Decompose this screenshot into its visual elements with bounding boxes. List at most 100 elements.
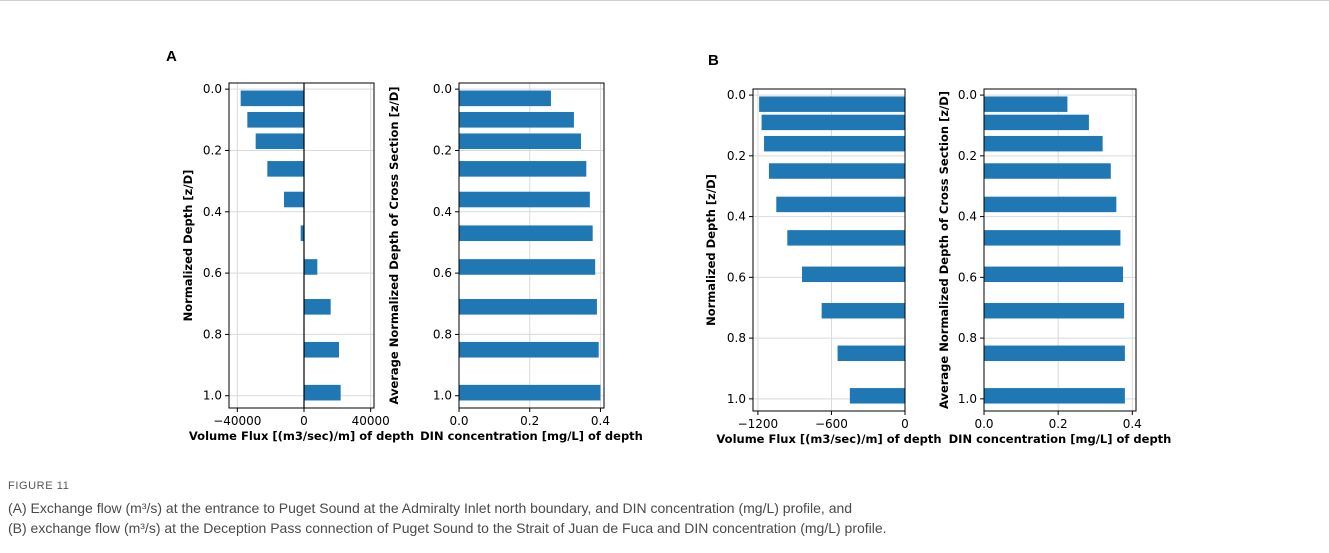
x-tick-label: 0.4: [1123, 417, 1142, 431]
x-tick-label: 0.2: [1049, 417, 1068, 431]
y-tick-label: 1.0: [727, 392, 746, 406]
y-axis-label: Average Normalized Depth of Cross Sectio…: [937, 91, 951, 409]
y-tick-label: 0.2: [727, 149, 746, 163]
y-tick-label: 1.0: [433, 389, 452, 403]
bar-10: [304, 384, 341, 401]
bar-9: [984, 345, 1125, 362]
bar-5: [459, 191, 590, 208]
plot-frame: [458, 82, 605, 409]
caption-line-a: (A) Exchange flow (m³/s) at the entrance…: [8, 500, 853, 516]
bar-8: [304, 299, 331, 315]
bar-8: [821, 303, 905, 319]
bar-5: [284, 191, 304, 208]
caption-line-b: (B) exchange flow (m³/s) at the Deceptio…: [8, 520, 887, 536]
y-tick-label: 0.6: [727, 270, 746, 284]
x-tick-label: 0.0: [974, 417, 993, 431]
bar-6: [984, 230, 1121, 246]
y-tick-label: 0.8: [727, 331, 746, 345]
y-axis-label: Normalized Depth [z/D]: [181, 170, 195, 322]
bar-7: [459, 259, 596, 275]
bar-6: [300, 225, 304, 242]
plot-frame: [228, 82, 375, 409]
bar-3: [255, 133, 304, 150]
x-tick-label: −600: [815, 417, 848, 431]
x-tick-label: 0: [300, 414, 308, 428]
bar-3: [459, 133, 582, 150]
figure-caption: FIGURE 11 (A) Exchange flow (m³/s) at th…: [8, 480, 1318, 538]
bar-4: [768, 163, 905, 179]
bar-4: [984, 163, 1111, 179]
x-axis-label: Volume Flux [(m3/sec)/m] of depth: [716, 432, 941, 446]
x-tick-label: 40000: [352, 414, 390, 428]
bar-1: [240, 90, 304, 107]
bar-2: [984, 114, 1089, 131]
bar-10: [849, 388, 905, 404]
bar-1: [984, 96, 1068, 112]
x-tick-label: 0.2: [520, 414, 539, 428]
y-tick-label: 1.0: [203, 389, 222, 403]
bar-10: [459, 384, 601, 401]
bar-9: [837, 345, 905, 362]
y-tick-label: 0.8: [433, 327, 452, 341]
y-tick-label: 1.0: [958, 392, 977, 406]
bar-2: [459, 111, 574, 128]
bar-5: [984, 196, 1117, 213]
bar-10: [984, 388, 1125, 404]
panel-label-b: B: [708, 52, 719, 69]
x-tick-label: 0: [901, 417, 909, 431]
bar-1: [759, 96, 905, 112]
y-tick-label: 0.4: [433, 205, 452, 219]
bar-1: [459, 90, 551, 107]
chart-1: −40000 0 40000 0.0 0.2 0.4 0.6 0.8 1.0 Volume Flu…: [181, 82, 414, 443]
bar-8: [459, 299, 597, 315]
y-tick-label: 0.8: [958, 331, 977, 345]
y-tick-label: 0.0: [958, 88, 977, 102]
y-tick-label: 0.4: [958, 210, 977, 224]
y-tick-label: 0.8: [203, 327, 222, 341]
bar-9: [459, 341, 599, 358]
figure-canvas: A B −40000 0 40000 0.0 0.2 0.4 0.6 0.8 1.0 Volume…: [166, 48, 1171, 446]
y-axis-label: Normalized Depth [z/D]: [704, 174, 718, 326]
y-tick-label: 0.0: [203, 82, 222, 96]
bar-3: [764, 135, 905, 152]
y-axis-label: Average Normalized Depth of Cross Sectio…: [387, 86, 401, 404]
x-axis-label: Volume Flux [(m3/sec)/m] of depth: [189, 429, 414, 443]
chart-3: −1200 −600 0 0.0 0.2 0.4 0.6 0.8 1.0 Volume Flux …: [704, 88, 942, 446]
y-tick-label: 0.0: [727, 88, 746, 102]
x-axis-label: DIN concentration [mg/L] of depth: [420, 429, 643, 443]
x-tick-label: 0.0: [449, 414, 468, 428]
y-tick-label: 0.6: [203, 266, 222, 280]
top-divider: [0, 0, 1329, 1]
charts-layer: −40000 0 40000 0.0 0.2 0.4 0.6 0.8 1.0 Volume Flu…: [181, 82, 1171, 446]
bar-8: [984, 303, 1125, 319]
x-axis-label: DIN concentration [mg/L] of depth: [949, 432, 1172, 446]
x-tick-label: 0.4: [591, 414, 610, 428]
bar-5: [776, 196, 905, 213]
bar-6: [787, 230, 905, 246]
bar-7: [984, 266, 1124, 283]
bar-7: [304, 259, 318, 275]
y-tick-label: 0.4: [203, 205, 222, 219]
chart-2: 0.0 0.2 0.4 0.0 0.2 0.4 0.6 0.8 1.0 DIN concentra…: [387, 82, 643, 443]
plot-frame: [983, 88, 1137, 412]
bar-2: [247, 111, 304, 128]
caption-label: FIGURE 11: [8, 480, 70, 492]
bar-9: [304, 341, 339, 358]
x-tick-label: −40000: [213, 414, 261, 428]
bar-6: [459, 225, 593, 242]
bar-2: [761, 114, 905, 131]
x-tick-label: −1200: [738, 417, 779, 431]
chart-4: 0.0 0.2 0.4 0.0 0.2 0.4 0.6 0.8 1.0 DIN concentra…: [937, 88, 1171, 446]
y-tick-label: 0.0: [433, 82, 452, 96]
y-tick-label: 0.6: [958, 270, 977, 284]
panel-label-a: A: [166, 48, 177, 65]
bar-3: [984, 135, 1103, 152]
plot-frame: [752, 88, 906, 412]
bar-4: [459, 161, 587, 177]
y-tick-label: 0.4: [727, 210, 746, 224]
y-tick-label: 0.2: [958, 149, 977, 163]
bar-4: [267, 161, 304, 177]
y-tick-label: 0.2: [433, 143, 452, 157]
y-tick-label: 0.6: [433, 266, 452, 280]
